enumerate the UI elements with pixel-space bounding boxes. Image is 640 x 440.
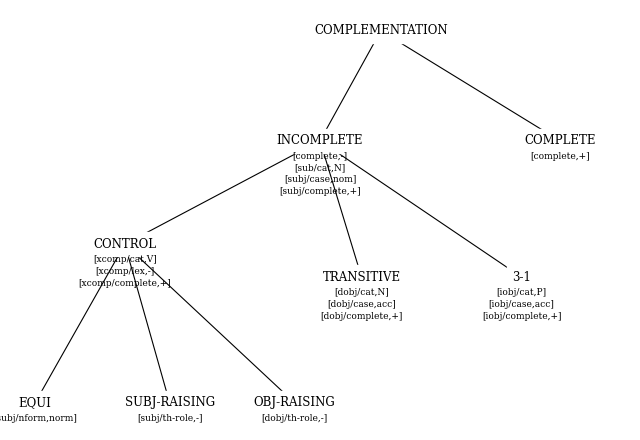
Text: CONTROL: CONTROL [93, 238, 156, 251]
Text: [complete,+]: [complete,+] [530, 152, 590, 161]
Text: TRANSITIVE: TRANSITIVE [323, 271, 401, 284]
Text: COMPLEMENTATION: COMPLEMENTATION [314, 24, 447, 37]
Text: COMPLETE: COMPLETE [524, 134, 596, 147]
Text: INCOMPLETE: INCOMPLETE [276, 134, 364, 147]
Text: OBJ-RAISING: OBJ-RAISING [253, 396, 335, 409]
Text: [dobj/th-role,-]: [dobj/th-role,-] [261, 414, 328, 422]
Text: 3-1: 3-1 [512, 271, 531, 284]
Text: [xcomp/cat,V]
[xcomp/lex,-]
[xcomp/complete,+]: [xcomp/cat,V] [xcomp/lex,-] [xcomp/compl… [79, 255, 171, 288]
Text: EQUI: EQUI [19, 396, 52, 409]
Text: [complete,-]
[sub/cat,N]
[subj/case,nom]
[subj/complete,+]: [complete,-] [sub/cat,N] [subj/case,nom]… [279, 152, 361, 196]
Text: [dobj/cat,N]
[dobj/case,acc]
[dobj/complete,+]: [dobj/cat,N] [dobj/case,acc] [dobj/compl… [321, 288, 403, 321]
Text: SUBJ-RAISING: SUBJ-RAISING [125, 396, 214, 409]
Text: [subj/th-role,-]: [subj/th-role,-] [137, 414, 202, 422]
Text: [iobj/cat,P]
[iobj/case,acc]
[iobj/complete,+]: [iobj/cat,P] [iobj/case,acc] [iobj/compl… [482, 288, 561, 321]
Text: [subj/nform,norm]: [subj/nform,norm] [0, 414, 77, 422]
